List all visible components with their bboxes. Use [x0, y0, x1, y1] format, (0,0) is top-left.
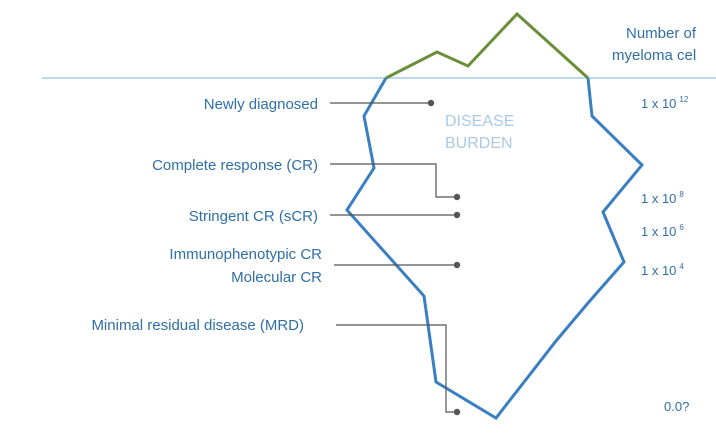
- connector-dot-mrd: [453, 408, 461, 416]
- connector-mrd: [336, 324, 457, 413]
- cell-count-1e12: 1 x 10 12: [641, 95, 689, 111]
- submerged-outline: [345, 77, 645, 420]
- header-title-line1: Number of: [626, 25, 697, 42]
- cell-count-zero: 0.0?: [664, 399, 689, 414]
- visible-tip-outline: [385, 11, 590, 80]
- connectors: [330, 99, 461, 416]
- connector-dot-stringent-cr: [453, 211, 461, 219]
- label-newly-diagnosed: Newly diagnosed: [204, 96, 318, 113]
- label-immunophenotypic-cr: Immunophenotypic CR: [169, 246, 322, 263]
- connector-complete-response: [330, 163, 457, 198]
- label-complete-response: Complete response (CR): [152, 157, 318, 174]
- header-title-line2: myeloma cel: [612, 47, 696, 64]
- label-stringent-cr: Stringent CR (sCR): [189, 208, 318, 225]
- cell-count-1e6: 1 x 10 6: [641, 223, 684, 239]
- label-mrd: Minimal residual disease (MRD): [91, 317, 304, 334]
- cell-count-1e4: 1 x 10 4: [641, 262, 684, 278]
- connector-dot-molecular-cr: [453, 261, 461, 269]
- disease-burden-line1: DISEASE: [445, 113, 514, 130]
- connector-dot-newly-diagnosed: [427, 99, 435, 107]
- disease-burden-line2: BURDEN: [445, 135, 513, 152]
- connector-dot-complete-response: [453, 193, 461, 201]
- label-molecular-cr: Molecular CR: [231, 269, 322, 286]
- cell-count-1e8: 1 x 10 8: [641, 190, 684, 206]
